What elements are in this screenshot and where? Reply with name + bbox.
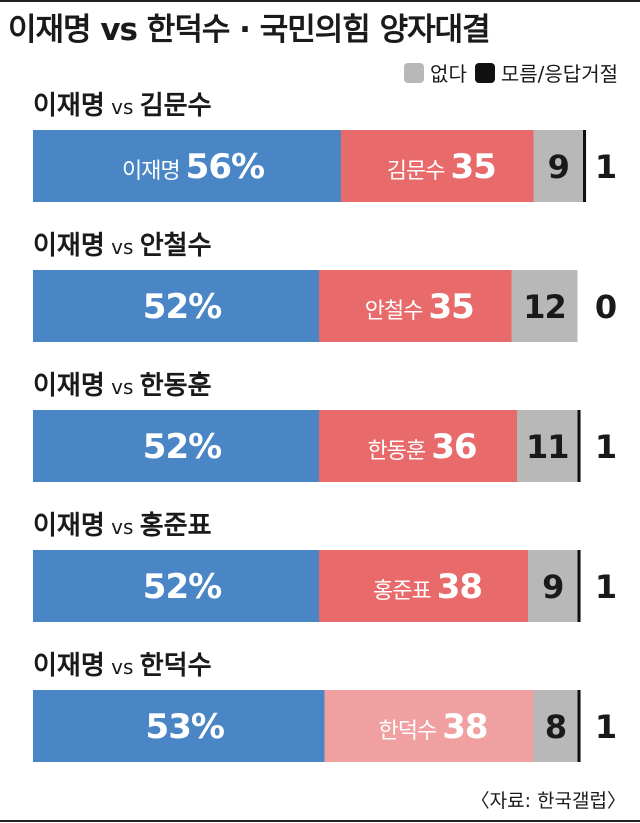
matchup-label: 이재명 vs 한동훈: [33, 371, 212, 401]
bar-none: [511, 270, 578, 342]
bar-dontknow-label: 1: [595, 568, 617, 606]
bar-dontknow-label: 1: [595, 428, 617, 466]
bar-opponent: [319, 550, 528, 622]
bar-none-label: 9: [548, 148, 569, 186]
bar-opponent-label: 안철수 35: [365, 287, 474, 327]
bar-none: [528, 550, 578, 622]
matchup-label: 이재명 vs 안철수: [33, 231, 212, 261]
legend-swatch-dontknow: [474, 62, 495, 83]
bar-opponent-label: 김문수 35: [387, 147, 496, 187]
bar-dontknow-label: 1: [595, 148, 617, 186]
bar-dontknow-label: 1: [595, 708, 617, 746]
bar-dontknow: [577, 550, 581, 622]
bar-dontknow: [577, 690, 581, 762]
bar-lee-label: 52%: [143, 427, 221, 467]
top-rule: [0, 0, 640, 2]
bar-none-label: 11: [526, 428, 569, 466]
bar-lee: [33, 130, 341, 202]
bar-dontknow: [577, 410, 581, 482]
bar-none: [533, 690, 578, 762]
bar-none-label: 12: [523, 288, 566, 326]
bar-none: [517, 410, 578, 482]
bar-none-label: 8: [545, 708, 566, 746]
legend-label-none: 없다: [430, 62, 467, 86]
bar-lee: [33, 270, 319, 342]
bar-lee-label: 52%: [143, 287, 221, 327]
bar-lee: [33, 550, 319, 622]
legend-label-dontknow: 모름/응답거절: [500, 62, 618, 86]
bar-opponent-label: 한동훈 36: [367, 427, 476, 467]
matchup-label: 이재명 vs 김문수: [33, 91, 212, 121]
chart-title: 이재명 vs 한덕수 · 국민의힘 양자대결: [8, 12, 491, 48]
bar-dontknow-label: 0: [595, 288, 617, 326]
bar-opponent-label: 홍준표 38: [373, 567, 482, 607]
bar-lee-label: 이재명 56%: [122, 147, 264, 187]
source-note: 〈자료: 한국갤럽〉: [470, 790, 626, 812]
bar-opponent: [319, 270, 512, 342]
matchup-label: 이재명 vs 홍준표: [33, 511, 212, 541]
bar-lee: [33, 690, 325, 762]
legend-item-dontknow: 모름/응답거절: [474, 58, 618, 87]
bar-dontknow: [583, 130, 587, 202]
bar-opponent: [341, 130, 534, 202]
bar-none: [533, 130, 583, 202]
bar-lee-label: 52%: [143, 567, 221, 607]
bar-lee-label: 53%: [146, 707, 224, 747]
bar-lee: [33, 410, 319, 482]
legend-swatch-none: [404, 62, 425, 83]
matchup-label: 이재명 vs 한덕수: [33, 651, 212, 681]
bar-none-label: 9: [542, 568, 563, 606]
bar-opponent: [319, 410, 517, 482]
legend: 없다 모름/응답거절: [404, 58, 618, 87]
legend-item-none: 없다: [404, 58, 467, 87]
bar-opponent-label: 한덕수 38: [378, 707, 487, 747]
bar-opponent: [324, 690, 534, 762]
bottom-rule: [0, 820, 640, 822]
